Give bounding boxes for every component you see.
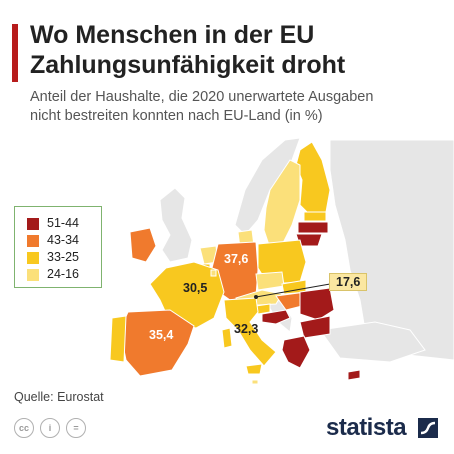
label-italy: 32,3 bbox=[234, 322, 259, 336]
austria-callout-line bbox=[255, 283, 331, 298]
title-line-1: Wo Menschen in der EU bbox=[30, 21, 315, 49]
label-germany: 37,6 bbox=[224, 252, 249, 266]
source-note: Quelle: Eurostat bbox=[14, 390, 104, 404]
legend-swatch bbox=[27, 252, 39, 264]
subtitle-line-1: Anteil der Haushalte, die 2020 unerwarte… bbox=[30, 89, 374, 105]
legend-label: 33-25 bbox=[47, 250, 79, 264]
country-romania bbox=[299, 287, 335, 321]
country-finland bbox=[295, 141, 331, 216]
legend-label: 43-34 bbox=[47, 233, 79, 247]
country-czechia bbox=[255, 271, 285, 291]
legend-label: 51-44 bbox=[47, 216, 79, 230]
label-austria-callout: 17,6 bbox=[329, 273, 368, 291]
legend-label: 24-16 bbox=[47, 267, 79, 281]
country-sweden bbox=[263, 159, 301, 249]
cc-icon[interactable]: cc bbox=[14, 418, 34, 438]
country-sardinia bbox=[221, 327, 233, 349]
uk-land bbox=[159, 187, 193, 263]
statista-logo-text[interactable]: statista bbox=[326, 414, 407, 441]
title-line-2: Zahlungsunfähigkeit droht bbox=[30, 51, 346, 79]
legend-swatch bbox=[27, 269, 39, 281]
country-luxembourg bbox=[210, 269, 217, 277]
country-spain bbox=[119, 309, 195, 377]
country-cyprus bbox=[347, 369, 361, 381]
page-title: Wo Menschen in der EU Zahlungsunfähigkei… bbox=[30, 20, 450, 80]
country-croatia bbox=[261, 309, 291, 325]
nd-icon[interactable]: = bbox=[66, 418, 86, 438]
country-bulgaria bbox=[299, 315, 331, 339]
subtitle: Anteil der Haushalte, die 2020 unerwarte… bbox=[30, 88, 450, 126]
subtitle-line-2: nicht bestreiten konnten nach EU-Land (i… bbox=[30, 108, 323, 124]
legend-swatch bbox=[27, 235, 39, 247]
country-portugal bbox=[109, 315, 127, 363]
turkey-land bbox=[319, 321, 426, 363]
non-eu-land bbox=[329, 139, 454, 361]
country-malta bbox=[251, 379, 259, 385]
country-greece bbox=[281, 335, 311, 369]
by-icon[interactable]: i bbox=[40, 418, 60, 438]
austria-callout-dot bbox=[254, 295, 258, 299]
title-accent-bar bbox=[12, 24, 18, 82]
country-estonia bbox=[303, 211, 327, 222]
country-sicily bbox=[245, 363, 263, 375]
europe-map bbox=[109, 137, 454, 385]
legend: 51-44 43-34 33-25 24-16 bbox=[14, 206, 102, 288]
country-italy bbox=[223, 297, 277, 367]
label-france: 30,5 bbox=[183, 281, 208, 295]
legend-swatch bbox=[27, 218, 39, 230]
country-latvia bbox=[297, 221, 329, 234]
country-ireland bbox=[129, 227, 157, 263]
label-spain: 35,4 bbox=[149, 328, 174, 342]
statista-logo-icon bbox=[418, 418, 438, 438]
norway-land bbox=[234, 137, 301, 236]
license-icons: cc i = bbox=[14, 418, 92, 438]
